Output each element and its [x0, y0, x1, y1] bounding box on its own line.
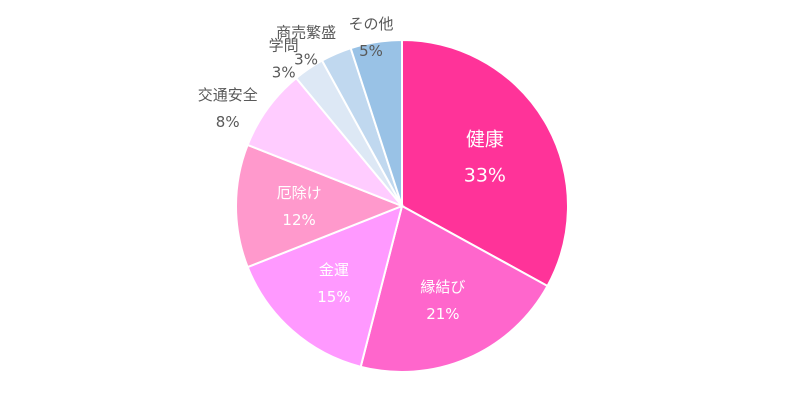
slice-category-label: 交通安全 — [198, 86, 258, 104]
slice-value-label: 8% — [216, 113, 240, 131]
slice-value-label: 15% — [317, 288, 350, 306]
slice-value-label: 5% — [359, 42, 383, 60]
slice-category-label: 金運 — [319, 261, 349, 279]
slice-label-2: 縁結び 21% — [420, 278, 465, 323]
slice-category-label: 学問 — [269, 36, 299, 54]
slice-value-label: 12% — [282, 211, 315, 229]
slice-label-6: 学問 3% — [269, 36, 299, 81]
slice-category-label: 縁結び — [420, 278, 465, 296]
slice-category-label: 厄除け — [277, 184, 322, 202]
pie-slice-8 — [349, 38, 403, 207]
pie-slice-1 — [401, 38, 569, 288]
slice-value-label: 33% — [464, 165, 506, 187]
slice-category-label: 健康 — [466, 129, 504, 151]
slice-value-label: 3% — [272, 63, 296, 81]
pie-slice-2 — [359, 204, 549, 373]
pie-slices — [235, 38, 569, 373]
pie-slice-4 — [235, 143, 405, 269]
slice-label-8: その他 5% — [349, 15, 394, 60]
slice-category-label: 商売繁盛 — [276, 23, 336, 41]
slice-label-7: 商売繁盛 3% — [276, 23, 336, 68]
slice-labels: 健康33%縁結び21%金運15%厄除け12%交通安全8%学問3%商売繁盛3%その… — [198, 15, 506, 323]
slice-label-1: 健康 33% — [464, 129, 506, 187]
slice-label-4: 厄除け 12% — [277, 184, 322, 229]
slice-label-3: 金運 15% — [317, 261, 350, 306]
slice-category-label: その他 — [349, 15, 394, 33]
slice-value-label: 21% — [426, 305, 459, 323]
slice-value-label: 3% — [294, 50, 318, 68]
pie-slice-3 — [246, 204, 404, 369]
slice-label-5: 交通安全 8% — [198, 86, 258, 131]
